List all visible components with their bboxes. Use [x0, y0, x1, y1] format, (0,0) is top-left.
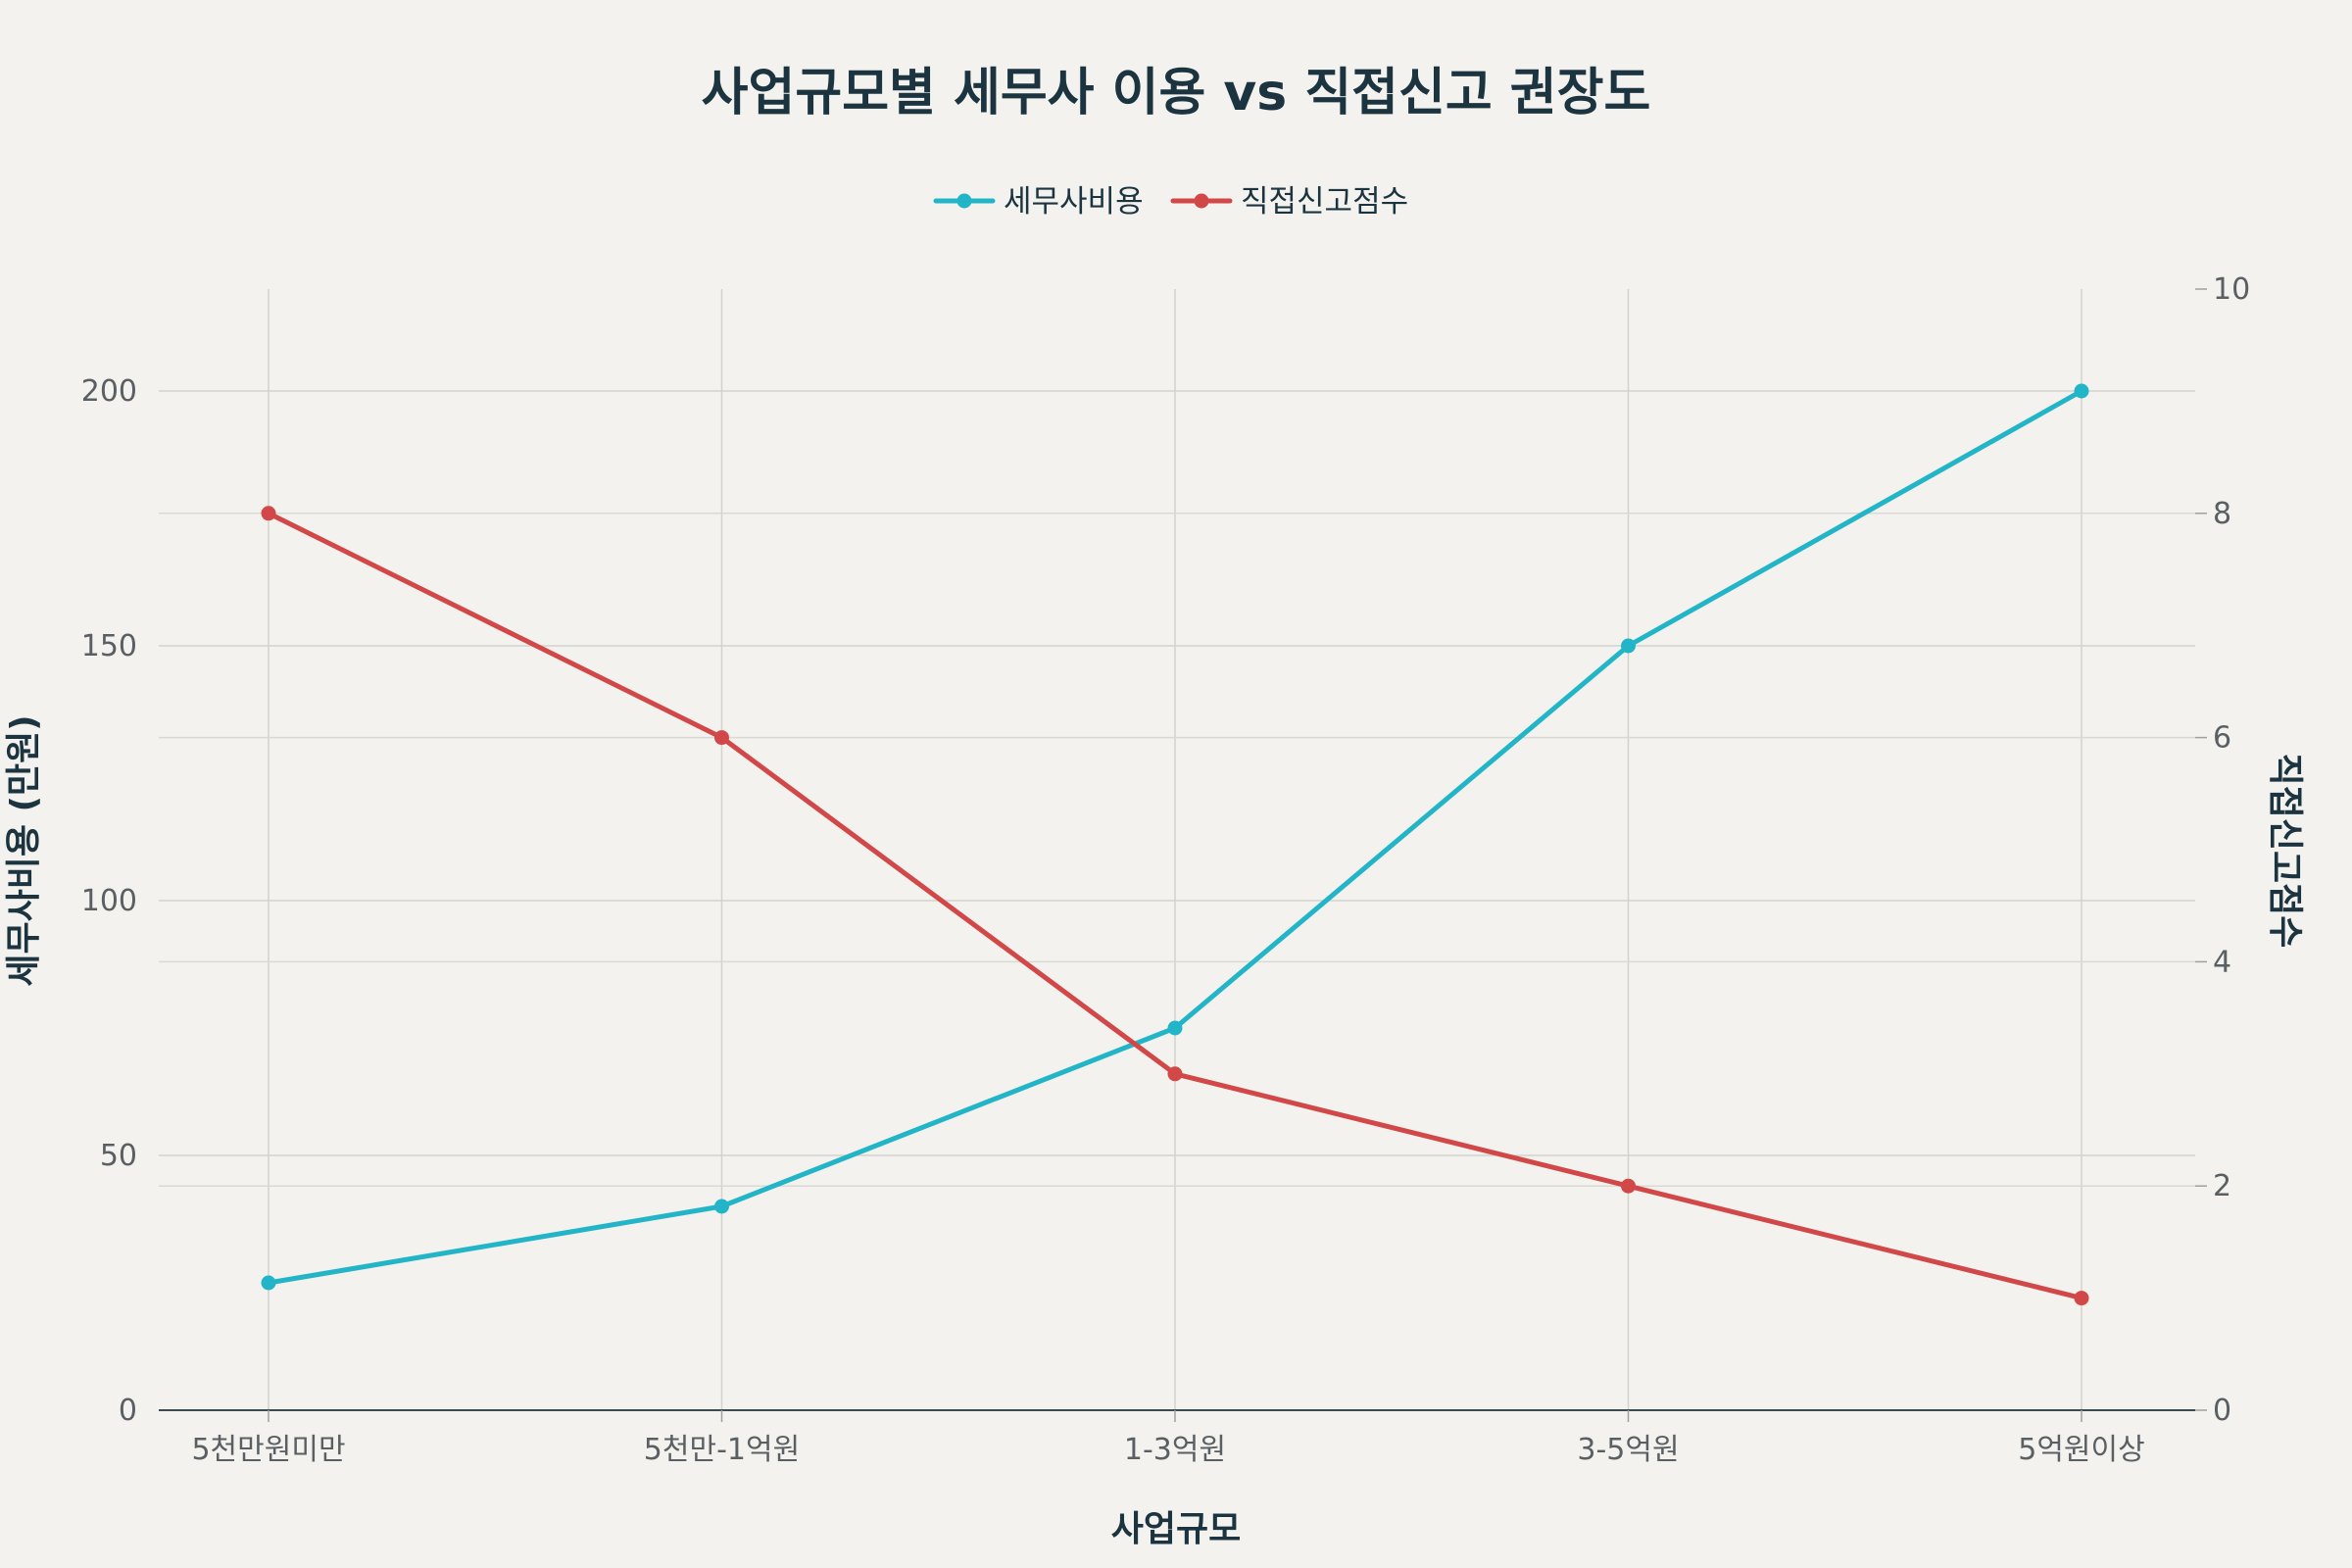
y-tick-label: 150 [81, 629, 137, 663]
x-axis-title: 사업규모 [1111, 1509, 1241, 1549]
y-tick-label: 200 [81, 374, 137, 409]
y2-tick-label: 8 [2213, 497, 2231, 531]
y2-tick-label: 10 [2213, 272, 2250, 307]
x-tick-label: 5억원이상 [2018, 1433, 2145, 1467]
x-tick-label: 1-3억원 [1124, 1433, 1226, 1467]
y2-axis-title: 직접신고점수 [2265, 754, 2305, 949]
series-point-1 [1621, 638, 1636, 654]
x-tick-label: 5천만원미만 [191, 1433, 345, 1467]
chart-title: 사업규모별 세무사 이용 vs 직접신고 권장도 [702, 64, 1651, 122]
y-axis-title: 세무사비용 (만원) [4, 714, 44, 986]
series-point-2 [1621, 1178, 1636, 1194]
legend-swatch-marker [956, 193, 972, 209]
legend: 세무사비용 직접신고점수 [933, 184, 1408, 220]
x-tick-label: 3-5억원 [1577, 1433, 1679, 1467]
legend-label: 직접신고점수 [1241, 184, 1408, 220]
legend-swatch-marker [1194, 193, 1209, 209]
series-point-1 [2074, 383, 2089, 399]
series-point-2 [261, 506, 276, 521]
axes: 0 50 100 150 200 0 2 4 6 8 10 5천만원미만 5천만-1억원 1-3억원 3-5… [81, 272, 2250, 1467]
y2-tick-label: 4 [2213, 945, 2231, 979]
y2-tick-label: 6 [2213, 721, 2231, 756]
series-point-2 [714, 730, 729, 746]
series-point-2 [2074, 1291, 2089, 1306]
series-layer [261, 383, 2089, 1306]
legend-label: 세무사비용 [1004, 184, 1144, 220]
y2-tick-label: 0 [2213, 1394, 2231, 1428]
y2-tick-label: 2 [2213, 1169, 2231, 1203]
y-tick-label: 0 [119, 1394, 137, 1428]
grid [159, 289, 2195, 1410]
x-tick-label: 5천만-1억원 [644, 1433, 800, 1467]
series-point-2 [1167, 1066, 1183, 1082]
series-point-1 [1167, 1020, 1183, 1036]
series-point-1 [261, 1275, 276, 1291]
y-tick-label: 100 [81, 884, 137, 918]
series-point-1 [714, 1199, 729, 1214]
y-tick-label: 50 [100, 1139, 137, 1173]
